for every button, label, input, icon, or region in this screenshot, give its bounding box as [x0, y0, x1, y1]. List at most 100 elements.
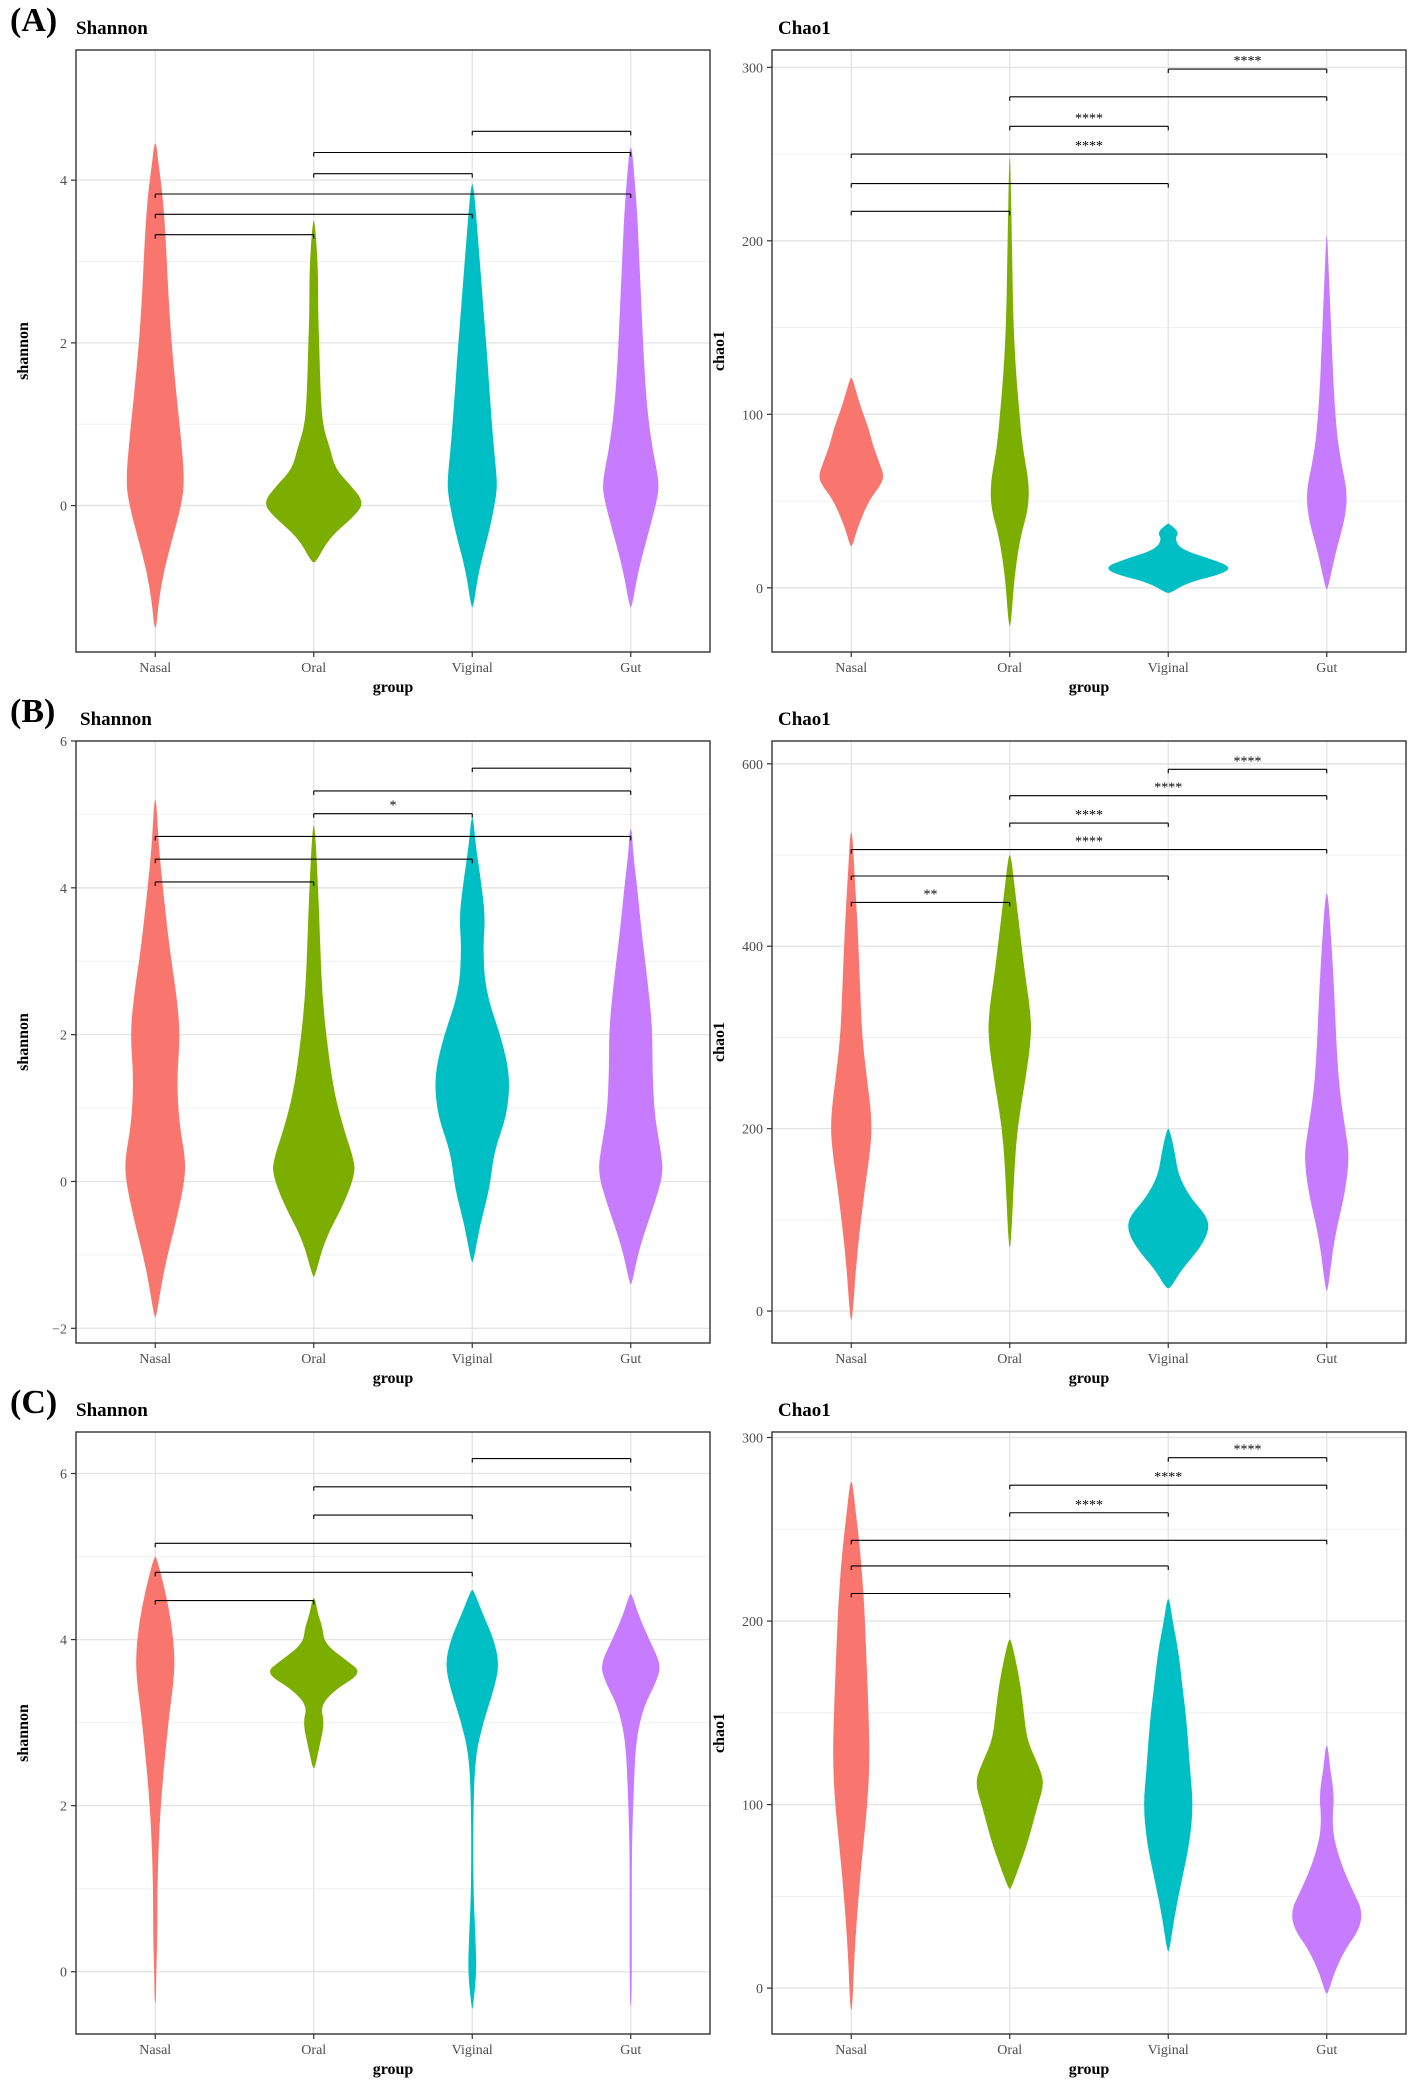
violin-viginal: [435, 818, 510, 1263]
y-tick-label: 200: [742, 235, 763, 250]
chart-panel-5: Shannon 0 2 4 6 Nasal Oral Viginal Gut group shann…: [15, 1400, 711, 2078]
x-tick-label: Oral: [301, 661, 326, 676]
y-tick-label: 6: [60, 1468, 67, 1483]
significance-label: **: [924, 887, 938, 902]
y-tick-label: 2: [60, 337, 67, 352]
comparison-bracket: [1009, 96, 1328, 101]
significance-label: ****: [1154, 1470, 1182, 1485]
y-tick-label: 0: [60, 1966, 67, 1981]
comparison-bracket: [154, 1571, 473, 1577]
comparison-bracket: ****: [1009, 781, 1328, 800]
plot-background: [772, 741, 1406, 1343]
violin-nasal: [819, 377, 884, 547]
violin-gut: [1306, 235, 1347, 590]
comparison-bracket: ****: [1009, 808, 1169, 828]
comparison-bracket: [850, 210, 1011, 216]
y-tick-label: 2: [60, 1029, 67, 1044]
comparison-bracket: [850, 1539, 1328, 1545]
x-tick-label: Nasal: [835, 1352, 867, 1367]
violin-gut: [603, 147, 659, 608]
comparison-bracket: ****: [850, 835, 1328, 854]
comparison-bracket: ****: [1009, 111, 1169, 131]
panel-title: Chao1: [778, 1400, 831, 1421]
violin-oral: [988, 855, 1031, 1248]
significance-label: ****: [1154, 781, 1182, 796]
x-axis-title: group: [373, 1370, 414, 1387]
comparison-bracket: [471, 767, 632, 773]
violin-viginal: [447, 184, 497, 608]
x-tick-label: Gut: [1316, 661, 1337, 676]
comparison-bracket: [850, 183, 1169, 188]
comparison-bracket: [471, 1458, 632, 1463]
panel-title: Chao1: [778, 18, 831, 39]
x-tick-label: Oral: [301, 1352, 326, 1367]
row-label-b: (B): [10, 693, 56, 730]
comparison-bracket: ****: [1167, 754, 1328, 774]
y-axis-title: chao1: [711, 331, 728, 371]
comparison-bracket: ****: [850, 139, 1328, 159]
comparison-bracket: [850, 1565, 1169, 1570]
plot-background: [772, 50, 1406, 652]
y-tick-label: −2: [52, 1322, 67, 1337]
x-tick-label: Nasal: [835, 2043, 867, 2058]
panel-border: [771, 740, 1407, 1344]
y-tick-label: 4: [60, 174, 67, 189]
comparison-bracket: ****: [1009, 1470, 1328, 1490]
plot-background: [76, 1432, 710, 2034]
violin-viginal: [446, 1589, 498, 2010]
comparison-bracket: [154, 881, 315, 886]
comparison-bracket: [471, 130, 632, 136]
comparison-bracket: [850, 875, 1169, 880]
x-tick-label: Gut: [620, 1352, 641, 1367]
x-tick-label: Viginal: [1148, 2043, 1189, 2058]
violin-viginal: [1108, 523, 1229, 593]
violin-oral: [976, 1639, 1043, 1889]
plot-background: [76, 50, 710, 652]
x-tick-label: Oral: [997, 2043, 1022, 2058]
y-tick-label: 4: [60, 882, 67, 897]
x-tick-label: Nasal: [139, 661, 171, 676]
y-tick-label: 200: [742, 1123, 763, 1138]
violin-viginal: [1144, 1599, 1193, 1952]
comparison-bracket: ****: [1009, 1498, 1169, 1517]
x-tick-label: Gut: [1316, 2043, 1337, 2058]
row-label-c: (C): [10, 1384, 58, 1421]
x-axis-title: group: [1069, 2061, 1110, 2078]
comparison-bracket: [154, 858, 473, 864]
y-axis-title: shannon: [15, 1704, 32, 1762]
violin-nasal: [136, 1556, 175, 2004]
comparison-bracket: ****: [1167, 54, 1328, 74]
row-label-a: (A): [10, 2, 58, 39]
y-tick-label: 0: [756, 582, 763, 597]
panel-title: Shannon: [76, 1400, 148, 1421]
significance-label: ****: [1075, 835, 1103, 850]
panel-title: Chao1: [778, 709, 831, 730]
x-tick-label: Viginal: [452, 1352, 493, 1367]
violin-oral: [270, 1598, 358, 1769]
x-tick-label: Viginal: [452, 661, 493, 676]
comparison-bracket: [313, 151, 632, 157]
panel-border: [75, 49, 711, 653]
y-tick-label: 600: [742, 758, 763, 773]
x-tick-label: Gut: [1316, 1352, 1337, 1367]
violin-gut: [602, 1593, 660, 2007]
comparison-bracket: [154, 213, 473, 219]
chart-panel-3: Shannon * −2 0 2 4 6 Nasal Oral Viginal Gut group sh…: [15, 709, 711, 1387]
panel-title: Shannon: [80, 709, 152, 730]
significance-label: ****: [1075, 1498, 1103, 1513]
y-tick-label: 100: [742, 1799, 763, 1814]
x-tick-label: Nasal: [139, 1352, 171, 1367]
panel-border: [771, 49, 1407, 653]
x-axis-title: group: [1069, 679, 1110, 696]
significance-label: ****: [1075, 808, 1103, 823]
violin-nasal: [833, 1481, 870, 2011]
comparison-bracket: [313, 1486, 632, 1491]
panel-border: [771, 1431, 1407, 2035]
comparison-bracket: [154, 835, 632, 841]
violin-nasal: [126, 143, 184, 628]
significance-label: ****: [1075, 111, 1103, 126]
x-axis-title: group: [373, 679, 414, 696]
comparison-bracket: [154, 193, 632, 198]
violin-gut: [1305, 893, 1349, 1291]
